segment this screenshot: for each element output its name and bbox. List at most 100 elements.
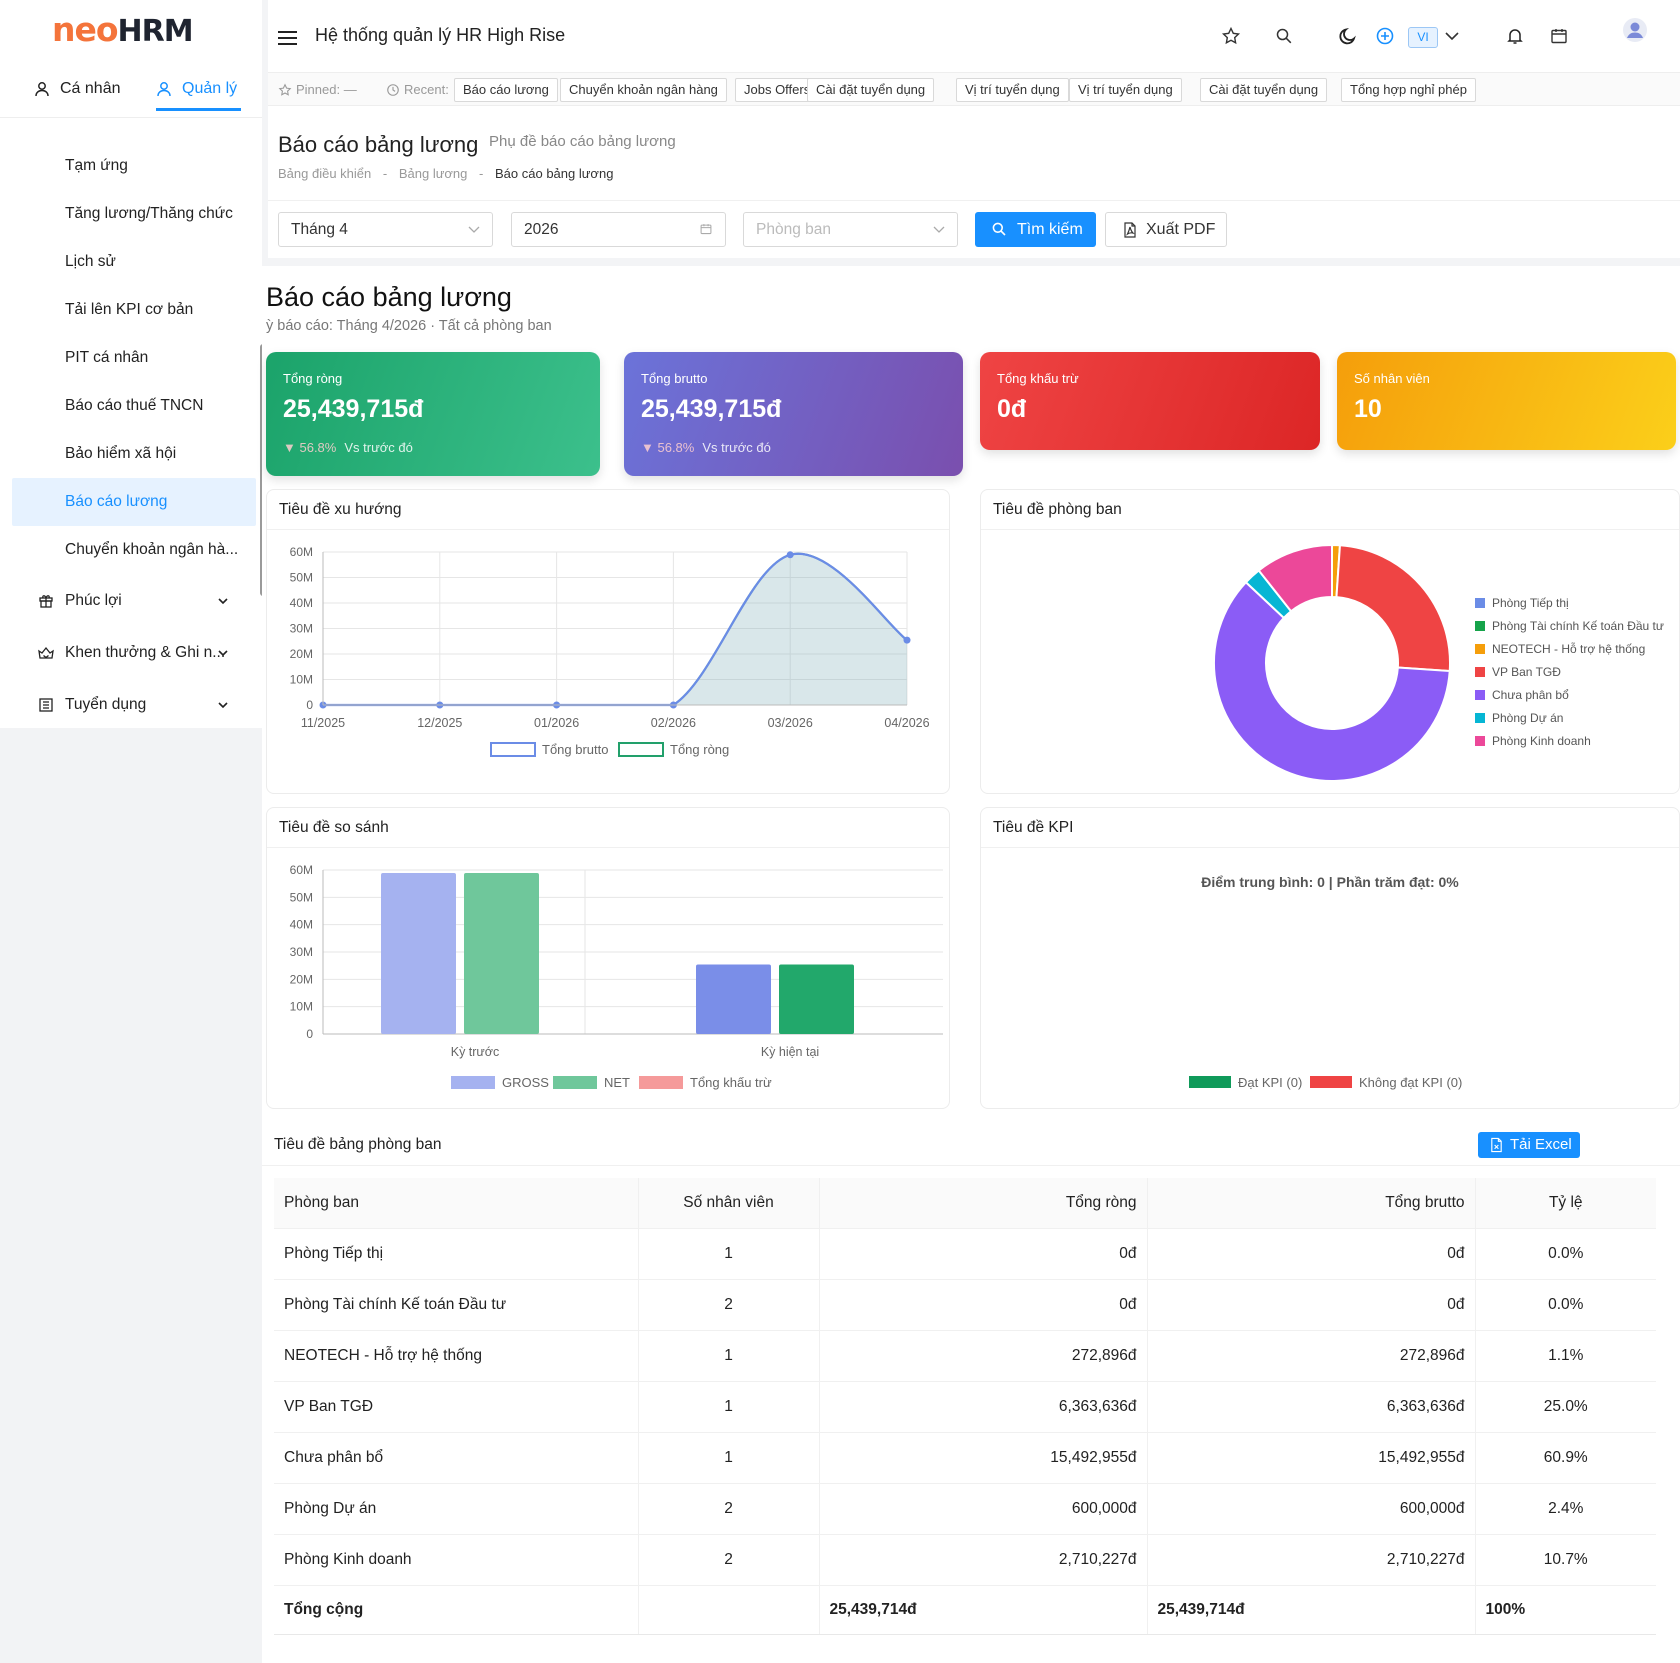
add-circle-icon[interactable] xyxy=(1375,26,1395,46)
x-tick-label: Kỳ hiện tại xyxy=(761,1045,819,1059)
table-cell: 1 xyxy=(638,1330,820,1382)
sidebar: neoHRM Cá nhân Quản lý Tạm ứng Tăng lương… xyxy=(0,0,266,1663)
tab-management[interactable]: Quản lý xyxy=(156,80,241,111)
breadcrumb-item[interactable]: Bảng lương xyxy=(398,166,468,181)
sidebar-item[interactable]: Chuyển khoản ngân hà... xyxy=(65,541,239,558)
download-excel-button[interactable]: Tải Excel xyxy=(1478,1132,1580,1158)
tab-personal[interactable]: Cá nhân xyxy=(34,80,121,108)
compare-chart-title: Tiêu đề so sánh xyxy=(267,808,949,848)
app-title: Hệ thống quản lý HR High Rise xyxy=(315,25,566,45)
legend-label[interactable]: Tổng khấu trừ xyxy=(690,1075,772,1090)
donut-slice[interactable] xyxy=(1257,543,1333,613)
legend-label[interactable]: Chưa phân bổ xyxy=(1492,688,1569,702)
page-header: Báo cáo bảng lương Phụ đề báo cáo bảng l… xyxy=(268,106,1680,200)
sidebar-item[interactable]: Tạm ứng xyxy=(65,157,128,174)
legend-label[interactable]: Tổng ròng xyxy=(670,742,729,757)
search-icon[interactable] xyxy=(1274,26,1294,46)
bar[interactable] xyxy=(779,964,854,1034)
sidebar-item[interactable]: Báo cáo lương xyxy=(12,478,256,526)
recent-chip[interactable]: Vị trí tuyển dụng xyxy=(1069,78,1182,102)
legend-label[interactable]: NET xyxy=(604,1075,630,1090)
legend-label[interactable]: GROSS xyxy=(502,1075,549,1090)
table-row[interactable]: Phòng Tài chính Kế toán Đầu tư 2 0đ 0đ 0.0% xyxy=(274,1279,1656,1331)
menu-icon[interactable] xyxy=(278,30,298,46)
bar[interactable] xyxy=(696,964,771,1034)
trend-chart-panel: Tiêu đề xu hướng 0 10M 20M 30M 40M 50M 60M 11/2… xyxy=(266,489,950,794)
recent-chip[interactable]: Cài đặt tuyển dụng xyxy=(807,78,935,102)
legend-label[interactable]: Không đạt KPI (0) xyxy=(1359,1075,1462,1090)
bar[interactable] xyxy=(381,873,456,1034)
table-row[interactable]: VP Ban TGĐ 1 6,363,636đ 6,363,636đ 25.0% xyxy=(274,1381,1656,1433)
table-row[interactable]: Phòng Tiếp thị 1 0đ 0đ 0.0% xyxy=(274,1228,1656,1280)
table-total-row: Tổng cộng 25,439,714đ 25,439,714đ 100% xyxy=(274,1585,1656,1635)
sidebar-item[interactable]: PIT cá nhân xyxy=(65,349,149,366)
sidebar-item[interactable]: Tăng lương/Thăng chức xyxy=(65,205,233,222)
data-point[interactable] xyxy=(786,551,794,559)
table-cell: Phòng Dự án xyxy=(274,1483,639,1535)
table-cell: 272,896đ xyxy=(819,1330,1148,1382)
legend-label[interactable]: NEOTECH - Hỗ trợ hệ thống xyxy=(1492,641,1645,656)
table-row[interactable]: Phòng Kinh doanh 2 2,710,227đ 2,710,227đ 10.… xyxy=(274,1534,1656,1586)
stat-change-note: Vs trước đó xyxy=(702,440,771,455)
sidebar-item[interactable]: Lịch sử xyxy=(65,253,116,270)
department-select[interactable]: Phòng ban xyxy=(743,212,958,247)
recent-chip[interactable]: Báo cáo lương xyxy=(454,78,558,102)
month-value: Tháng 4 xyxy=(291,221,348,238)
logo: neoHRM xyxy=(52,10,194,49)
bar[interactable] xyxy=(464,873,539,1034)
legend-label[interactable]: Phòng Tiếp thị xyxy=(1492,596,1569,610)
y-tick-label: 20M xyxy=(290,647,313,661)
legend-label[interactable]: Phòng Dự án xyxy=(1492,711,1563,725)
legend-label[interactable]: Đạt KPI (0) xyxy=(1238,1075,1302,1090)
page-title: Báo cáo bảng lương xyxy=(278,132,479,157)
table-cell: Phòng Tài chính Kế toán Đầu tư xyxy=(274,1279,639,1331)
month-select[interactable]: Tháng 4 xyxy=(278,212,493,247)
recent-chip[interactable]: Tổng hợp nghỉ phép xyxy=(1341,78,1476,102)
table-cell: 0đ xyxy=(819,1228,1148,1280)
legend-label[interactable]: Phòng Tài chính Kế toán Đầu tư xyxy=(1492,619,1664,633)
data-point[interactable] xyxy=(903,636,911,644)
table-row[interactable]: Chưa phân bổ 1 15,492,955đ 15,492,955đ 60.9% xyxy=(274,1432,1656,1484)
avatar[interactable] xyxy=(1623,18,1647,42)
legend-label[interactable]: Phòng Kinh doanh xyxy=(1492,734,1591,748)
year-picker[interactable]: 2026 xyxy=(511,212,726,247)
trend-chart-title: Tiêu đề xu hướng xyxy=(267,490,949,530)
export-pdf-button[interactable]: Xuất PDF xyxy=(1105,212,1227,247)
legend-label[interactable]: VP Ban TGĐ xyxy=(1492,665,1561,679)
recent-chip[interactable]: Vị trí tuyển dụng xyxy=(956,78,1069,102)
donut-slice[interactable] xyxy=(1335,544,1451,673)
recent-chip[interactable]: Chuyển khoản ngân hàng xyxy=(560,78,727,102)
compare-chart-panel: Tiêu đề so sánh 0 10M 20M 30M 40M 50M 60M Kỳ tr… xyxy=(266,807,950,1109)
recent-chip[interactable]: Jobs Offers xyxy=(735,78,820,102)
sidebar-item[interactable]: Báo cáo thuế TNCN xyxy=(65,397,204,414)
sidebar-group[interactable]: Khen thưởng & Ghi n... xyxy=(0,628,262,678)
table-cell: 0đ xyxy=(1147,1279,1476,1331)
star-icon[interactable] xyxy=(1221,26,1241,46)
table-row[interactable]: Phòng Dự án 2 600,000đ 600,000đ 2.4% xyxy=(274,1483,1656,1535)
y-tick-label: 20M xyxy=(290,972,313,986)
search-button[interactable]: Tìm kiếm xyxy=(975,212,1096,247)
table-row[interactable]: NEOTECH - Hỗ trợ hệ thống 1 272,896đ 272,89… xyxy=(274,1330,1656,1382)
department-chart-panel: Tiêu đề phòng ban Phòng Tiếp thị Phòng Tà… xyxy=(980,489,1680,794)
chevron-down-icon xyxy=(218,598,228,605)
filter-bar: Tháng 4 2026 Phòng ban Tìm kiếm Xuất PDF xyxy=(268,200,1680,258)
language-selector[interactable]: VI xyxy=(1408,27,1438,48)
sidebar-group-label: Tuyển dụng xyxy=(65,696,147,713)
stat-change-note: Vs trước đó xyxy=(344,440,413,455)
sidebar-item[interactable]: Tải lên KPI cơ bản xyxy=(65,301,194,318)
breadcrumb-item[interactable]: Bảng điều khiển xyxy=(278,166,372,181)
donut-slice[interactable] xyxy=(1213,580,1451,782)
chevron-down-icon[interactable] xyxy=(1444,28,1460,44)
legend-label[interactable]: Tổng brutto xyxy=(542,742,609,757)
bell-icon[interactable] xyxy=(1505,26,1525,46)
table-cell: 1 xyxy=(638,1432,820,1484)
gift-icon xyxy=(39,595,53,608)
sidebar-group[interactable]: Tuyển dụng xyxy=(0,680,262,730)
recent-chip[interactable]: Cài đặt tuyển dụng xyxy=(1200,78,1328,102)
sidebar-item[interactable]: Bảo hiểm xã hội xyxy=(65,445,177,462)
moon-icon[interactable] xyxy=(1338,26,1358,46)
recent-label: Recent: xyxy=(404,82,449,97)
calendar-icon[interactable] xyxy=(1549,26,1569,46)
table-cell: 1 xyxy=(638,1228,820,1280)
sidebar-group[interactable]: Phúc lợi xyxy=(0,576,262,626)
